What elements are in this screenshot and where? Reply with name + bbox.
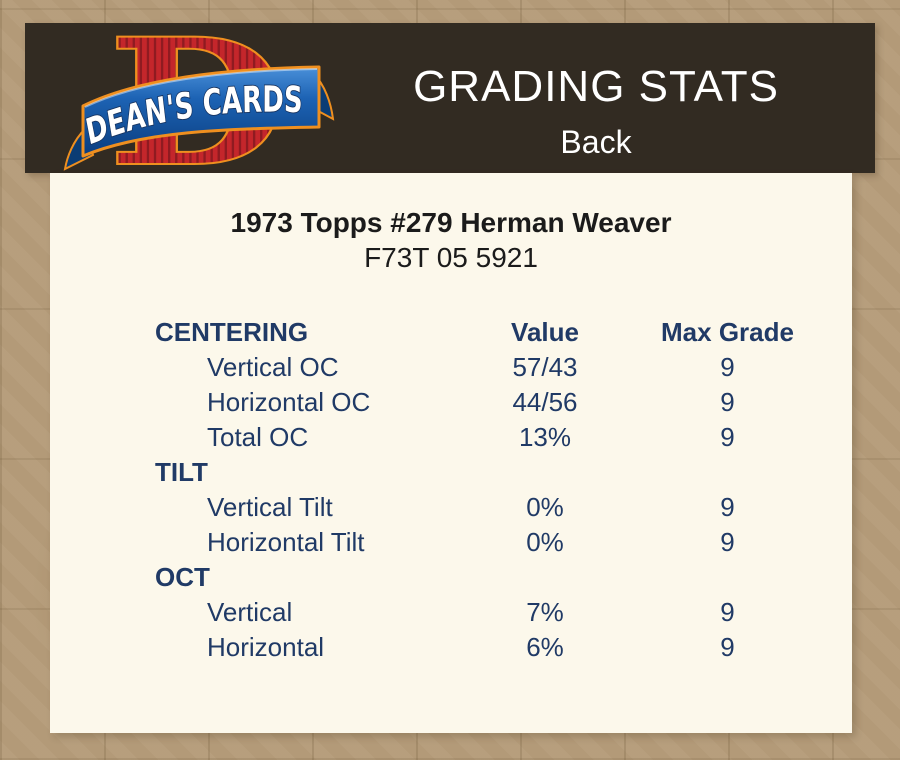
card-serial: F73T 05 5921 [364,242,538,273]
content-panel: 1973 Topps #279 Herman Weaver F73T 05 59… [50,173,852,733]
table-row: Horizontal Tilt 0% 9 [155,525,810,560]
stat-max-grade: 9 [720,492,735,522]
stat-value: 0% [526,527,564,557]
grading-table: CENTERING Value Max Grade Vertical OC 57/43 9… [155,315,810,665]
stat-label: Horizontal Tilt [207,527,365,557]
logo-ribbon-highlight [84,68,318,108]
table-section-header-row: TILT [155,455,810,490]
table-row: Horizontal 6% 9 [155,630,810,665]
stat-label: Horizontal OC [207,387,371,417]
site-header: D DEAN'S CARDS GRADING STATS Back [25,23,875,173]
stat-value: 44/56 [512,387,578,417]
table-row: Vertical OC 57/43 9 [155,350,810,385]
header-text-block: GRADING STATS Back [325,23,867,173]
column-header-value [445,455,645,490]
stat-max-grade: 9 [720,527,735,557]
stat-label: Vertical [207,597,293,627]
page-subtitle: Back [560,124,632,160]
table-row: Horizontal OC 44/56 9 [155,385,810,420]
table-row: Vertical 7% 9 [155,595,810,630]
stat-max-grade: 9 [720,387,735,417]
column-header-max-grade [645,455,810,490]
stat-max-grade: 9 [720,422,735,452]
stat-value: 57/43 [512,352,578,382]
table-row: Total OC 13% 9 [155,420,810,455]
column-header-value: Value [511,317,579,347]
table-section-header-row: CENTERING Value Max Grade [155,315,810,350]
table-section-header-row: OCT [155,560,810,595]
stat-label: Vertical Tilt [207,492,333,522]
column-header-max-grade [645,560,810,595]
section-label: OCT [155,562,210,592]
deans-cards-logo[interactable]: D DEAN'S CARDS [63,33,339,173]
stat-label: Total OC [207,422,309,452]
stat-value: 7% [526,597,564,627]
card-title: 1973 Topps #279 Herman Weaver [230,207,672,238]
stat-label: Vertical OC [207,352,339,382]
stat-value: 0% [526,492,564,522]
column-header-max-grade: Max Grade [661,317,794,347]
stat-value: 13% [518,422,572,452]
section-label: TILT [155,457,208,487]
stat-max-grade: 9 [720,632,735,662]
table-row: Vertical Tilt 0% 9 [155,490,810,525]
page-title: GRADING STATS [413,62,779,111]
section-label: CENTERING [155,317,309,347]
column-header-value [445,560,645,595]
stat-max-grade: 9 [720,352,735,382]
stat-max-grade: 9 [720,597,735,627]
stat-value: 6% [526,632,564,662]
stat-label: Horizontal [207,632,325,662]
logo-ribbon [81,65,321,158]
